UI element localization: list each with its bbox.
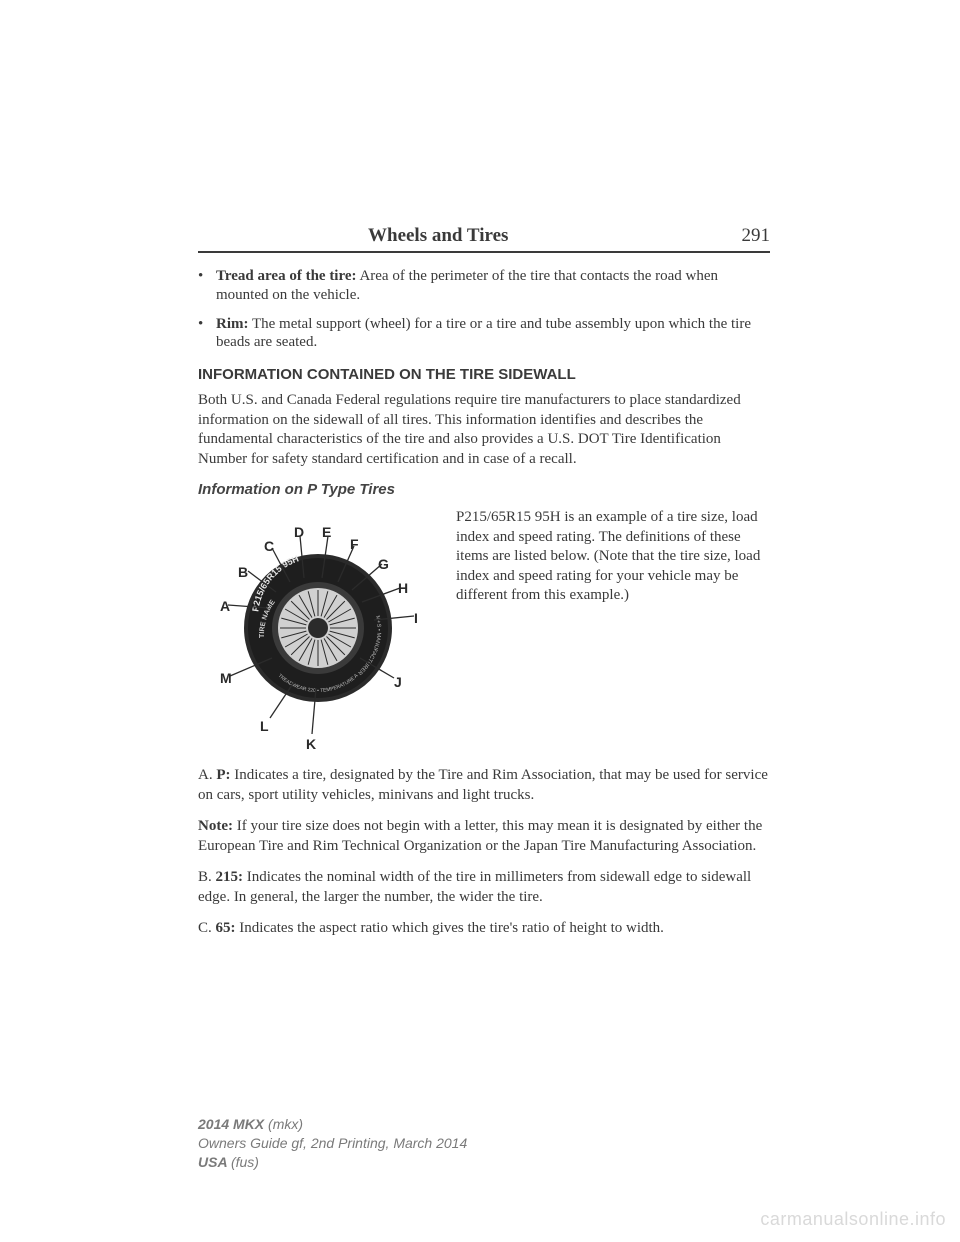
callout-f: F	[350, 536, 359, 552]
callout-i: I	[414, 610, 418, 626]
section-paragraph: Both U.S. and Canada Federal regulations…	[198, 391, 770, 469]
tire-svg: P215/65R15 95H TIRE NAME M+S • MANUFACTU…	[198, 508, 438, 748]
figure-side-text: P215/65R15 95H is an example of a tire s…	[456, 508, 770, 748]
callout-h: H	[398, 580, 408, 596]
footer-region-code: (fus)	[231, 1154, 259, 1170]
callout-k: K	[306, 736, 316, 752]
callout-d: D	[294, 524, 304, 540]
bullet-item: •Tread area of the tire: Area of the per…	[198, 267, 770, 305]
footer-guide: Owners Guide gf, 2nd Printing, March 201…	[198, 1134, 467, 1153]
tire-diagram: P215/65R15 95H TIRE NAME M+S • MANUFACTU…	[198, 508, 438, 748]
callout-l: L	[260, 718, 269, 734]
section-title: Wheels and Tires	[368, 225, 508, 247]
definition-paragraph: A. P: Indicates a tire, designated by th…	[198, 766, 770, 805]
bullet-item: •Rim: The metal support (wheel) for a ti…	[198, 315, 770, 353]
footer-model-code: (mkx)	[268, 1116, 303, 1132]
page-number: 291	[742, 225, 771, 247]
watermark: carmanualsonline.info	[760, 1209, 946, 1230]
page-header: Wheels and Tires 291	[198, 225, 770, 253]
definition-paragraph: B. 215: Indicates the nominal width of t…	[198, 868, 770, 907]
footer-model: 2014 MKX	[198, 1116, 268, 1132]
callout-m: M	[220, 670, 232, 686]
figure-row: P215/65R15 95H TIRE NAME M+S • MANUFACTU…	[198, 508, 770, 748]
callout-b: B	[238, 564, 248, 580]
definition-paragraph: C. 65: Indicates the aspect ratio which …	[198, 919, 770, 939]
subheading: Information on P Type Tires	[198, 481, 770, 498]
callout-e: E	[322, 524, 331, 540]
callout-g: G	[378, 556, 389, 572]
callout-a: A	[220, 598, 230, 614]
footer: 2014 MKX (mkx) Owners Guide gf, 2nd Prin…	[198, 1115, 467, 1172]
callout-j: J	[394, 674, 402, 690]
footer-region: USA	[198, 1154, 231, 1170]
callout-c: C	[264, 538, 274, 554]
section-heading: INFORMATION CONTAINED ON THE TIRE SIDEWA…	[198, 366, 770, 383]
definition-paragraph: Note: If your tire size does not begin w…	[198, 817, 770, 856]
